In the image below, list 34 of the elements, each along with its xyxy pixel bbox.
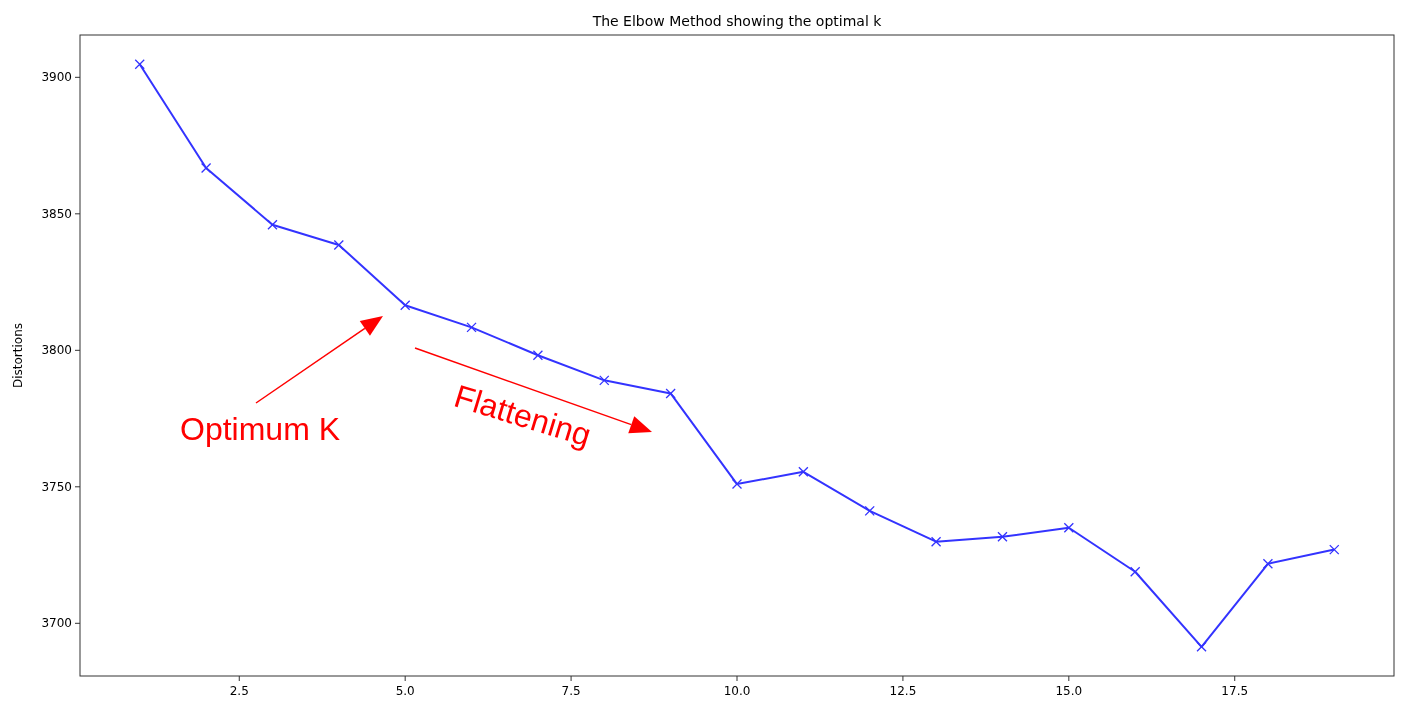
point [798, 466, 809, 477]
point [134, 59, 145, 70]
point [930, 536, 942, 547]
annotation: Optimum K [179, 411, 341, 448]
x-tick-label: 5.0 [395, 684, 415, 698]
point [599, 375, 610, 386]
point [864, 505, 875, 516]
x-tick-label: 17.5 [1221, 684, 1249, 698]
x-tick-label: 12.5 [889, 684, 917, 698]
y-axis-title: Distortions [11, 322, 25, 389]
point [200, 162, 212, 174]
x-tick-label: 7.5 [561, 684, 581, 698]
y-tick-label: 3700 [41, 616, 72, 631]
x-tick-label: 10.0 [723, 684, 751, 698]
point [1262, 558, 1274, 569]
point [997, 531, 1008, 542]
x-tick-label: 15.0 [1055, 684, 1083, 698]
point [1329, 544, 1340, 555]
point [466, 322, 477, 333]
point [731, 478, 743, 490]
point [400, 300, 411, 311]
y-tick-label: 3800 [41, 343, 72, 358]
point [1130, 566, 1141, 577]
y-tick-label: 3750 [41, 479, 72, 494]
point [333, 239, 344, 251]
y-tick-label: 3900 [41, 70, 72, 85]
x-tick-label: 2.5 [229, 684, 249, 698]
point [665, 388, 676, 399]
chart-title: The Elbow Method showing the optimal k [591, 13, 883, 29]
point [532, 350, 544, 361]
y-tick-label: 3850 [41, 206, 72, 221]
point [267, 219, 278, 230]
point [1063, 522, 1074, 533]
point [1196, 641, 1207, 652]
